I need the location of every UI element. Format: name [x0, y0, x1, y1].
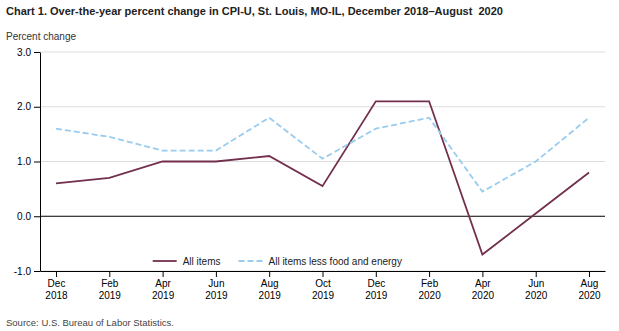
x-tick: Oct2019: [312, 271, 335, 301]
y-tick-label: -1.0: [14, 266, 32, 277]
x-tick-label: Dec2018: [45, 278, 68, 301]
plot: -1.0 0.0 1.0 2.0 3.0 Dec2018 Feb2019 Apr2019 Jun…: [14, 47, 606, 301]
legend-label: All items: [183, 256, 221, 267]
legend-swatch: [153, 260, 177, 262]
source: Source: U.S. Bureau of Labor Statistics.: [6, 317, 174, 328]
x-tick-mark: [429, 271, 430, 277]
legend-swatch: [238, 260, 262, 262]
x-tick: Dec2019: [365, 271, 388, 301]
chart: Chart 1. Over-the-year percent change in…: [0, 0, 619, 331]
x-tick-mark: [536, 271, 537, 277]
x-tick-mark: [216, 271, 217, 277]
y-tick: 0.0: [17, 211, 40, 222]
y-tick-label: 1.0: [17, 156, 31, 167]
x-tick-mark: [482, 271, 483, 277]
x-tick: Jun2019: [205, 271, 228, 301]
x-tick-mark: [56, 271, 57, 277]
legend-item: All items: [153, 256, 221, 267]
y-tick-mark: [34, 162, 40, 163]
x-tick: Dec2018: [45, 271, 68, 301]
y-tick-mark: [34, 107, 40, 108]
legend-item: All items less food and energy: [238, 256, 401, 267]
x-tick: Feb2019: [99, 271, 122, 301]
y-tick: 3.0: [17, 47, 40, 58]
x-tick: Aug2019: [259, 271, 282, 301]
y-tick-mark: [34, 52, 40, 53]
x-tick-mark: [269, 271, 270, 277]
x-axis: Dec2018 Feb2019 Apr2019 Jun2019 Aug2019 Oct20…: [41, 271, 606, 301]
x-tick: Aug2020: [578, 271, 601, 301]
series-line: [56, 118, 589, 192]
legend: All items All items less food and energy: [153, 256, 402, 267]
y-tick-mark: [34, 216, 40, 217]
x-tick-mark: [109, 271, 110, 277]
x-tick-label: Apr2019: [152, 278, 175, 301]
x-tick: Apr2020: [472, 271, 495, 301]
x-tick-label: Jun2019: [205, 278, 228, 301]
x-tick-label: Oct2019: [312, 278, 335, 301]
series-line: [56, 101, 589, 254]
y-tick: 1.0: [17, 156, 40, 167]
grid-line: [40, 161, 605, 162]
y-tick-label: 3.0: [17, 47, 31, 58]
grid: [40, 52, 605, 271]
x-tick-label: Feb2020: [418, 278, 441, 301]
y-tick: -1.0: [14, 266, 40, 277]
y-tick-label: 0.0: [17, 211, 31, 222]
grid-line: [40, 106, 605, 107]
y-axis-line: [40, 53, 41, 272]
x-tick: Feb2020: [418, 271, 441, 301]
x-tick-mark: [376, 271, 377, 277]
zero-line: [40, 216, 605, 217]
x-tick-label: Apr2020: [472, 278, 495, 301]
y-axis-title: Percent change: [6, 31, 76, 42]
x-tick-label: Feb2019: [99, 278, 122, 301]
y-tick-mark: [34, 271, 40, 272]
x-tick-mark: [163, 271, 164, 277]
legend-label: All items less food and energy: [268, 256, 401, 267]
x-tick-mark: [323, 271, 324, 277]
title: Chart 1. Over-the-year percent change in…: [6, 5, 503, 17]
x-tick: Apr2019: [152, 271, 175, 301]
lines: [56, 101, 589, 254]
x-tick-label: Aug2020: [578, 278, 601, 301]
x-tick: Jun2020: [525, 271, 548, 301]
x-tick-mark: [589, 271, 590, 277]
y-tick: 2.0: [17, 101, 40, 112]
x-tick-label: Aug2019: [259, 278, 282, 301]
x-tick-label: Jun2020: [525, 278, 548, 301]
x-tick-label: Dec2019: [365, 278, 388, 301]
y-tick-label: 2.0: [17, 101, 31, 112]
y-axis: -1.0 0.0 1.0 2.0 3.0: [14, 47, 41, 277]
grid-line: [40, 52, 605, 53]
